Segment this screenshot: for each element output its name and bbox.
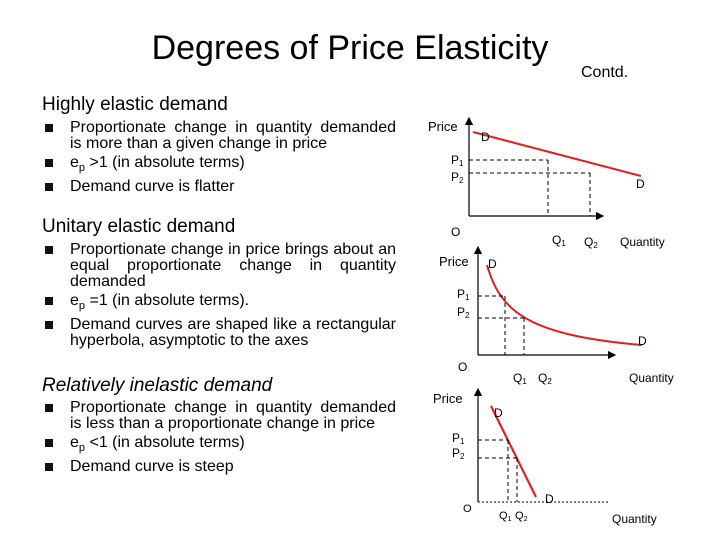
quantity-axis-label: Quantity	[620, 235, 665, 249]
curve-label-end: D	[636, 177, 645, 191]
origin-label: O	[451, 225, 460, 239]
heading-relatively-inelastic: Relatively inelastic demand	[42, 375, 273, 396]
slide-title: Degrees of Price Elasticity	[151, 29, 549, 67]
bullet-item: Demand curves are shaped like a rectangu…	[44, 317, 396, 349]
p2-label: P2	[452, 446, 465, 461]
bullet-item: Proportionate change in quantity demande…	[44, 400, 396, 432]
p2-label: P2	[457, 305, 470, 320]
heading-highly-elastic: Highly elastic demand	[42, 94, 228, 115]
price-axis-label: Price	[433, 391, 463, 406]
bullet-square-icon	[45, 463, 53, 472]
diagram-unitary-elastic: Price D D P1 P2 O Q1 Q2 Quantity	[439, 245, 674, 386]
bullets-relatively-inelastic: Proportionate change in quantity demande…	[44, 400, 396, 475]
origin-label: O	[458, 360, 467, 374]
quantity-axis-label: Quantity	[629, 371, 674, 385]
price-axis-label: Price	[428, 119, 458, 134]
quantity-axis-label: Quantity	[612, 512, 657, 526]
bullet-square-icon	[45, 321, 53, 330]
contd-label: Contd.	[581, 64, 629, 81]
demand-curve	[472, 131, 642, 177]
price-axis-label: Price	[439, 254, 469, 269]
bullet-item: ep >1 (in absolute terms)	[44, 154, 396, 176]
bullet-item: Proportionate change in quantity demande…	[44, 120, 396, 152]
q1-label: Q1	[552, 233, 566, 248]
p1-label: P1	[457, 287, 470, 302]
curve-label-end: D	[638, 334, 647, 348]
ep-less-text: ep <1 (in absolute terms)	[70, 434, 245, 455]
p2-label: P2	[451, 170, 464, 185]
bullet-square-icon	[45, 124, 53, 132]
bullet-item: Demand curve is steep	[44, 459, 396, 475]
heading-unitary-elastic: Unitary elastic demand	[42, 216, 236, 237]
origin-label: O	[463, 503, 472, 515]
bullets-highly-elastic: Proportionate change in quantity demande…	[44, 120, 396, 195]
bullet-item: Proportionate change in price brings abo…	[44, 242, 396, 290]
q1-label: Q1	[513, 371, 527, 386]
bullet-square-icon	[45, 404, 53, 412]
demand-curve	[490, 405, 537, 498]
curve-label-top: D	[494, 406, 503, 420]
q2-label: Q2	[538, 371, 552, 386]
q1-label: Q1	[499, 510, 512, 523]
bullet-item: ep =1 (in absolute terms).	[44, 292, 396, 314]
curve-label-top: D	[488, 257, 497, 271]
ep-greater-text: ep >1 (in absolute terms)	[70, 154, 245, 175]
bullet-square-icon	[45, 439, 53, 447]
bullet-square-icon	[45, 246, 53, 254]
diagram-highly-elastic: Price D D P1 P2 O Q1 Q2 Quantity	[428, 116, 665, 250]
curve-label-end: D	[545, 492, 554, 506]
demand-curve	[486, 264, 643, 346]
ep-equal-text: ep =1 (in absolute terms).	[70, 292, 250, 313]
bullet-item: Demand curve is flatter	[44, 179, 396, 195]
p1-label: P1	[451, 153, 464, 168]
diagram-relatively-inelastic: Price D D P1 P2 O Q1 Q2 Quantity	[433, 387, 657, 526]
bullet-square-icon	[45, 183, 53, 192]
p1-label: P1	[452, 431, 465, 446]
bullet-square-icon	[45, 159, 53, 167]
curve-label-top: D	[481, 130, 490, 144]
bullets-unitary-elastic: Proportionate change in price brings abo…	[44, 242, 396, 349]
bullet-square-icon	[45, 297, 53, 305]
q2-label: Q2	[584, 235, 598, 250]
q2-label: Q2	[515, 510, 528, 523]
bullet-item: ep <1 (in absolute terms)	[44, 434, 396, 456]
